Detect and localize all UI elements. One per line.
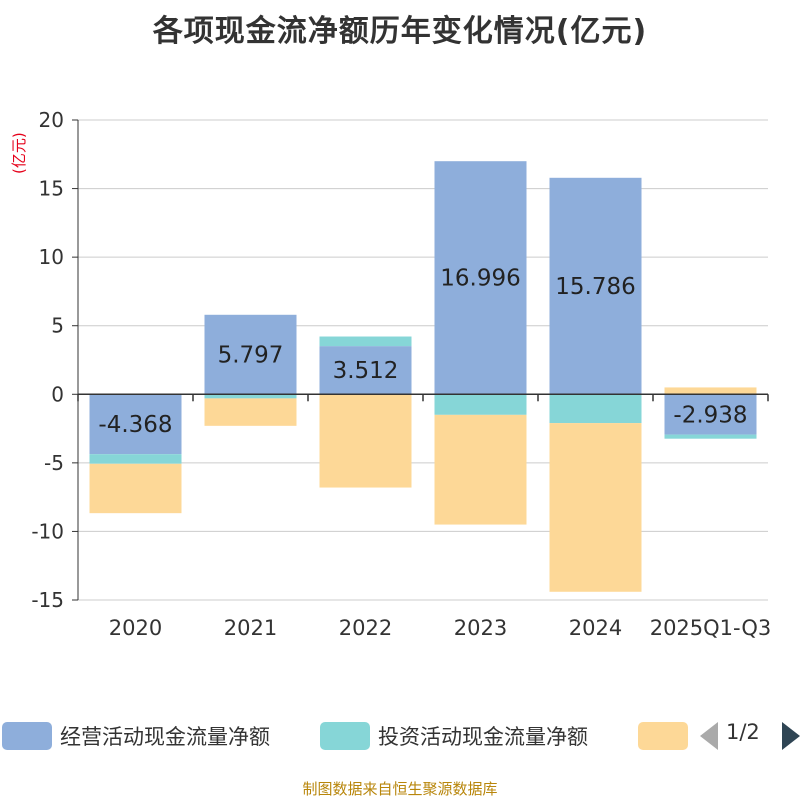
bar-operating[interactable] <box>204 314 297 395</box>
x-tick-label: 2022 <box>339 616 392 640</box>
y-tick-label: -15 <box>31 588 64 612</box>
chart-title: 各项现金流净额历年变化情况(亿元) <box>152 14 648 49</box>
y-tick-label: 10 <box>39 245 64 269</box>
bar-investing[interactable] <box>549 394 642 424</box>
legend-page-indicator: 1/2 <box>726 720 760 744</box>
bar-financing[interactable] <box>319 394 412 488</box>
bar-financing[interactable] <box>204 398 297 426</box>
y-tick-label: 15 <box>39 177 64 201</box>
bar-financing[interactable] <box>549 423 642 592</box>
bar-operating[interactable] <box>319 346 412 395</box>
y-tick-label: 0 <box>51 382 64 406</box>
bar-operating[interactable] <box>434 161 527 395</box>
legend-swatch-investing <box>320 722 370 750</box>
data-label: 16.996 <box>440 266 520 292</box>
legend-swatch-financing <box>638 722 688 750</box>
bar-financing[interactable] <box>434 414 527 525</box>
legend-label-operating: 经营活动现金流量净额 <box>60 725 270 749</box>
legend-prev-page-icon[interactable] <box>700 722 718 750</box>
bar-operating[interactable] <box>89 394 182 455</box>
data-label: 5.797 <box>218 343 284 369</box>
bar-investing[interactable] <box>434 394 527 415</box>
x-tick-label: 2025Q1-Q3 <box>650 616 772 640</box>
source-note: 制图数据来自恒生聚源数据库 <box>302 780 498 798</box>
y-tick-label: 5 <box>51 314 64 338</box>
bar-investing[interactable] <box>319 336 412 347</box>
x-tick-label: 2024 <box>569 616 622 640</box>
legend: 经营活动现金流量净额 投资活动现金流量净额 1/2 <box>0 716 800 756</box>
data-label: -2.938 <box>673 402 747 428</box>
bar-investing[interactable] <box>204 394 297 399</box>
data-label: 15.786 <box>555 274 635 300</box>
x-tick-label: 2023 <box>454 616 507 640</box>
data-label: -4.368 <box>98 412 172 438</box>
y-axis-unit-label: (亿元) <box>10 132 28 174</box>
bar-financing[interactable] <box>664 387 757 395</box>
bar-financing[interactable] <box>89 463 182 514</box>
x-tick-label: 2021 <box>224 616 277 640</box>
data-label: 3.512 <box>333 358 399 384</box>
bar-investing[interactable] <box>664 434 757 439</box>
legend-label-investing: 投资活动现金流量净额 <box>378 725 588 749</box>
bar-operating[interactable] <box>664 394 757 435</box>
bar-operating[interactable] <box>549 177 642 395</box>
legend-swatch-operating <box>2 722 52 750</box>
y-tick-label: -5 <box>44 451 64 475</box>
x-tick-label: 2020 <box>109 616 162 640</box>
legend-next-page-icon[interactable] <box>782 722 800 750</box>
y-tick-label: -10 <box>31 519 64 543</box>
bar-investing[interactable] <box>89 454 182 464</box>
y-tick-label: 20 <box>39 108 64 132</box>
